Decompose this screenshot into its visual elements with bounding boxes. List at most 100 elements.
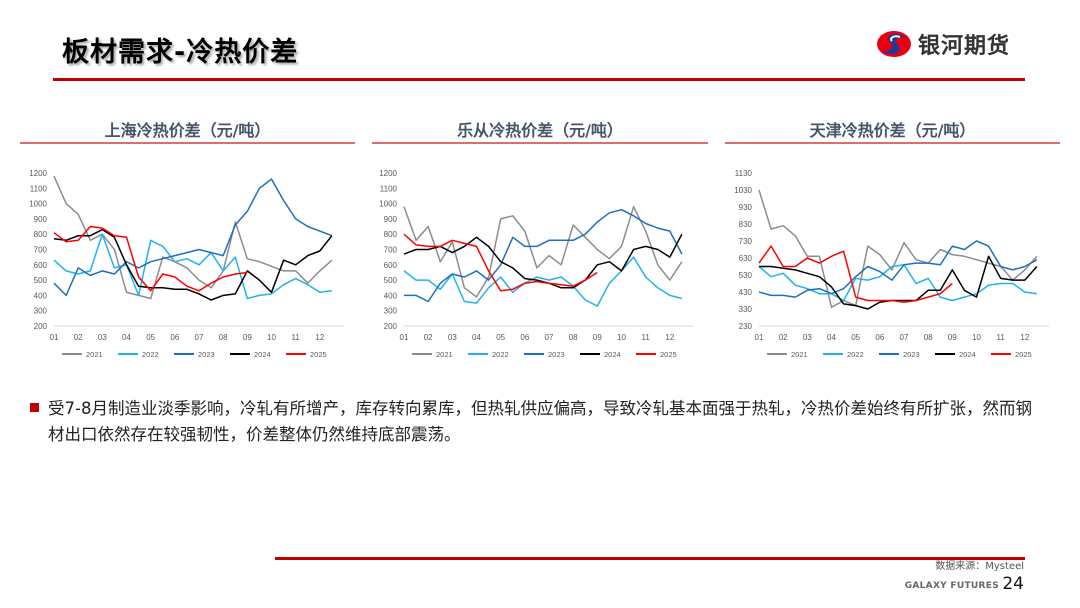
x-tick-label: 07 — [545, 333, 554, 342]
y-tick-label: 400 — [384, 291, 398, 300]
legend-label: 2024 — [254, 350, 271, 359]
legend-label: 2024 — [959, 350, 976, 359]
legend-label: 2025 — [660, 350, 677, 359]
legend-label: 2022 — [492, 350, 509, 359]
galaxy-logo-icon — [877, 31, 911, 57]
y-tick-label: 600 — [34, 261, 48, 270]
analysis-text: 受7-8月制造业淡季影响，冷轧有所增产，库存转向累库，但热轧供应偏高，导致冷轧基… — [48, 399, 1032, 444]
logo-text: 银河期货 — [918, 34, 1011, 59]
x-tick-label: 02 — [74, 333, 83, 342]
legend-label: 2023 — [548, 350, 565, 359]
x-tick-label: 04 — [827, 333, 836, 342]
x-tick-label: 04 — [472, 333, 481, 342]
y-tick-label: 1030 — [734, 186, 752, 195]
chart-title-underline — [725, 142, 1060, 144]
x-tick-label: 01 — [50, 333, 59, 342]
x-tick-label: 10 — [972, 333, 981, 342]
y-tick-label: 400 — [34, 291, 48, 300]
series-line-2022 — [403, 256, 683, 307]
y-tick-label: 730 — [739, 237, 753, 246]
y-tick-label: 200 — [34, 322, 48, 331]
series-line-2023 — [404, 208, 683, 303]
bullet-marker — [30, 403, 39, 412]
x-tick-label: 12 — [665, 333, 674, 342]
series-line-2025 — [758, 245, 953, 303]
x-tick-label: 07 — [195, 333, 204, 342]
x-tick-label: 07 — [900, 333, 909, 342]
page-title: 板材需求-冷热价差 — [62, 37, 299, 68]
x-tick-label: 01 — [400, 333, 409, 342]
x-tick-label: 06 — [170, 333, 179, 342]
legend-label: 2022 — [847, 350, 864, 359]
x-tick-label: 01 — [755, 333, 764, 342]
x-tick-label: 03 — [448, 333, 457, 342]
y-tick-label: 500 — [384, 276, 398, 285]
chart-title-shanghai: 上海冷热价差（元/吨） — [104, 121, 271, 140]
x-tick-label: 12 — [315, 333, 324, 342]
logo: 银河期货 — [876, 28, 1010, 60]
series-line-2021 — [758, 189, 1038, 309]
x-tick-label: 08 — [569, 333, 578, 342]
x-tick-label: 09 — [593, 333, 602, 342]
y-tick-label: 200 — [384, 322, 398, 331]
x-tick-label: 11 — [642, 333, 651, 342]
y-tick-label: 330 — [739, 305, 753, 314]
y-tick-label: 830 — [739, 220, 753, 229]
x-tick-label: 12 — [1020, 333, 1029, 342]
legend-label: 2024 — [604, 350, 621, 359]
y-tick-label: 700 — [384, 246, 398, 255]
y-tick-label: 600 — [384, 261, 398, 270]
chart-tianjin: 230 330 430 530 630 730 830 930 1030 1130 01 02 03 04… — [734, 169, 1049, 359]
data-source: 数据来源：Mysteel — [935, 561, 1024, 572]
series-line-2022 — [758, 264, 1038, 302]
page-number: 24 — [1002, 574, 1024, 594]
legend-label: 2021 — [436, 350, 453, 359]
y-tick-label: 500 — [34, 276, 48, 285]
y-tick-label: 1100 — [30, 184, 48, 193]
y-tick-label: 800 — [34, 230, 48, 239]
legend-label: 2021 — [86, 350, 103, 359]
x-tick-label: 06 — [520, 333, 529, 342]
chart-lecong: 200 300 400 500 600 700 800 900 1000 1100 1200 01 02… — [379, 169, 694, 359]
x-tick-label: 09 — [243, 333, 252, 342]
x-tick-label: 08 — [924, 333, 933, 342]
series-line-2025 — [53, 225, 248, 292]
y-tick-label: 900 — [34, 215, 48, 224]
series-line-2021 — [53, 175, 333, 300]
y-tick-label: 1200 — [379, 169, 397, 178]
legend-label: 2025 — [310, 350, 327, 359]
series-line-2021 — [403, 205, 683, 298]
footer-divider — [275, 557, 1025, 560]
x-tick-label: 09 — [948, 333, 957, 342]
chart-title-underline — [372, 142, 708, 144]
y-tick-label: 300 — [34, 307, 48, 316]
chart-shanghai: 200 300 400 500 600 700 800 900 1000 1100 1200 01 02… — [29, 169, 344, 359]
x-tick-label: 03 — [98, 333, 107, 342]
x-tick-label: 03 — [803, 333, 812, 342]
y-tick-label: 1200 — [29, 169, 47, 178]
y-tick-label: 630 — [739, 254, 753, 263]
chart-title-tianjin: 天津冷热价差（元/吨） — [809, 121, 976, 140]
chart-title-lecong: 乐从冷热价差（元/吨） — [457, 121, 623, 140]
x-tick-label: 10 — [617, 333, 626, 342]
x-tick-label: 10 — [267, 333, 276, 342]
series-line-2023 — [758, 240, 1038, 298]
series-line-2024 — [53, 228, 333, 301]
y-tick-label: 930 — [739, 203, 753, 212]
legend-label: 2023 — [198, 350, 215, 359]
y-tick-label: 1000 — [29, 200, 47, 209]
legend-label: 2025 — [1015, 350, 1032, 359]
series-line-2023 — [53, 178, 333, 297]
brand-name: GALAXY FUTURES — [904, 581, 999, 591]
x-tick-label: 05 — [496, 333, 505, 342]
x-tick-label: 02 — [424, 333, 433, 342]
y-tick-label: 900 — [384, 215, 398, 224]
series-line-2022 — [53, 233, 332, 300]
x-tick-label: 02 — [779, 333, 788, 342]
series-line-2024 — [759, 255, 1038, 310]
y-tick-label: 300 — [384, 307, 398, 316]
x-tick-label: 06 — [875, 333, 884, 342]
y-tick-label: 430 — [739, 288, 753, 297]
y-tick-label: 1100 — [380, 184, 398, 193]
x-tick-label: 11 — [292, 333, 301, 342]
